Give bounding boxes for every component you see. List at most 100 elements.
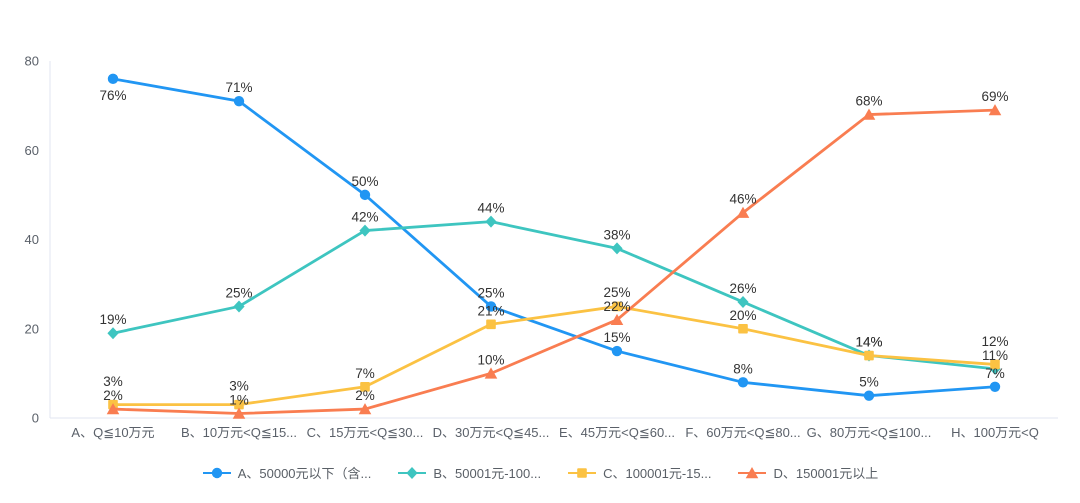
data-label: 46% xyxy=(729,192,756,207)
y-axis-tick-label: 20 xyxy=(25,321,39,336)
legend-marker xyxy=(202,467,231,478)
circle-marker-icon[interactable] xyxy=(863,390,875,401)
data-label: 22% xyxy=(603,299,630,314)
y-axis-tick-label: 0 xyxy=(32,411,39,426)
data-label: 69% xyxy=(981,89,1008,104)
diamond-marker-icon[interactable] xyxy=(233,300,245,313)
data-label: 10% xyxy=(477,352,504,367)
data-label: 11% xyxy=(982,348,1008,363)
triangle-marker-icon[interactable] xyxy=(232,407,246,419)
circle-marker-icon[interactable] xyxy=(107,73,119,85)
data-label: 14% xyxy=(855,335,882,350)
circle-marker-icon[interactable] xyxy=(989,381,1001,392)
data-label: 5% xyxy=(859,375,879,390)
legend-marker xyxy=(568,467,597,478)
square-marker-icon[interactable] xyxy=(612,301,622,312)
square-marker-icon[interactable] xyxy=(486,319,496,330)
circle-marker-icon xyxy=(211,467,222,478)
legend-item-2[interactable]: C、100001元-15... xyxy=(567,463,711,482)
data-label: 38% xyxy=(603,227,630,242)
data-label: 21% xyxy=(477,303,504,318)
y-axis-tick-label: 40 xyxy=(25,232,39,247)
data-label: 1% xyxy=(229,393,249,408)
legend-item-3[interactable]: D、150001元以上 xyxy=(737,463,878,482)
triangle-marker-icon[interactable] xyxy=(610,313,624,326)
data-label: 7% xyxy=(985,366,1005,381)
legend-marker xyxy=(398,466,427,479)
legend-label: D、150001元以上 xyxy=(773,466,879,481)
series-line-0 xyxy=(111,77,997,398)
x-axis-label: A、Q≦10万元 xyxy=(71,425,154,440)
data-label: 26% xyxy=(729,281,756,296)
square-marker-icon[interactable] xyxy=(990,359,1000,370)
data-label: 14% xyxy=(855,335,882,350)
data-label: 50% xyxy=(351,174,378,189)
circle-marker-icon[interactable] xyxy=(611,345,623,357)
series-line-2 xyxy=(111,305,997,407)
data-label: 7% xyxy=(355,366,375,381)
legend-label: C、100001元-15... xyxy=(603,466,712,481)
diamond-marker-icon[interactable] xyxy=(737,295,749,308)
circle-marker-icon[interactable] xyxy=(737,377,749,388)
data-label: 71% xyxy=(225,80,252,95)
square-marker-icon[interactable] xyxy=(864,350,874,361)
diamond-marker-icon[interactable] xyxy=(107,327,119,340)
triangle-marker-icon[interactable] xyxy=(106,403,120,415)
legend-item-1[interactable]: B、50001元-100... xyxy=(397,463,541,482)
x-axis-label: C、15万元<Q≦30... xyxy=(307,425,424,440)
triangle-marker-icon[interactable] xyxy=(484,367,498,379)
data-label: 2% xyxy=(355,388,375,403)
square-marker-icon[interactable] xyxy=(234,399,244,410)
diamond-marker-icon[interactable] xyxy=(359,224,371,237)
circle-marker-icon[interactable] xyxy=(359,189,371,201)
square-marker-icon[interactable] xyxy=(360,381,370,392)
legend-item-0[interactable]: A、50000元以下（含... xyxy=(202,463,372,482)
x-axis-label: B、10万元<Q≦15... xyxy=(181,425,297,440)
data-label: 12% xyxy=(981,334,1008,349)
series-line-3 xyxy=(111,108,997,415)
y-axis-tick-label: 80 xyxy=(25,54,39,69)
triangle-marker-icon[interactable] xyxy=(736,206,750,218)
data-label: 44% xyxy=(477,201,504,216)
y-axis-tick-label: 60 xyxy=(25,143,39,158)
data-label: 25% xyxy=(603,285,630,300)
data-label: 42% xyxy=(351,210,378,225)
triangle-marker-icon[interactable] xyxy=(862,108,876,120)
data-label: 68% xyxy=(855,94,882,109)
data-label: 3% xyxy=(229,379,249,394)
data-label: 76% xyxy=(99,88,126,103)
series-3 xyxy=(106,104,1002,419)
line-chart-canvas[interactable]: 0 20 40 60 80 A、Q≦10万元 B、10万元<Q≦15... C、15万元<Q≦… xyxy=(0,0,1080,457)
circle-marker-icon[interactable] xyxy=(233,95,245,107)
chart-legend: A、50000元以下（含... B、50001元-100... C、100001元-… xyxy=(0,457,1080,497)
diamond-marker-icon[interactable] xyxy=(485,215,497,228)
series-0 xyxy=(107,73,1001,401)
data-label: 8% xyxy=(733,361,753,376)
data-label: 20% xyxy=(729,308,756,323)
triangle-marker-icon[interactable] xyxy=(358,403,372,415)
triangle-marker-icon xyxy=(746,466,759,478)
x-axis-label: F、60万元<Q≦80... xyxy=(685,425,800,440)
square-marker-icon[interactable] xyxy=(738,323,748,334)
x-axis-label: E、45万元<Q≦60... xyxy=(559,425,675,440)
data-label: 25% xyxy=(477,285,504,300)
data-label: 25% xyxy=(225,285,252,300)
data-label: 15% xyxy=(603,330,630,345)
square-marker-icon xyxy=(577,467,587,478)
legend-label: B、50001元-100... xyxy=(433,466,542,481)
x-axis-label: H、100万元<Q xyxy=(951,425,1039,440)
series-line-1 xyxy=(111,220,997,371)
legend-marker xyxy=(738,466,767,478)
data-label: 2% xyxy=(103,388,123,403)
legend-label: A、50000元以下（含... xyxy=(237,466,372,481)
circle-marker-icon[interactable] xyxy=(485,301,497,312)
data-label: 3% xyxy=(103,374,123,389)
data-label: 19% xyxy=(99,312,126,327)
x-axis-label: G、80万元<Q≦100... xyxy=(807,425,932,440)
x-axis-label: D、30万元<Q≦45... xyxy=(433,425,550,440)
diamond-marker-icon[interactable] xyxy=(611,242,623,255)
triangle-marker-icon[interactable] xyxy=(988,104,1002,116)
diamond-marker-icon xyxy=(406,466,418,479)
